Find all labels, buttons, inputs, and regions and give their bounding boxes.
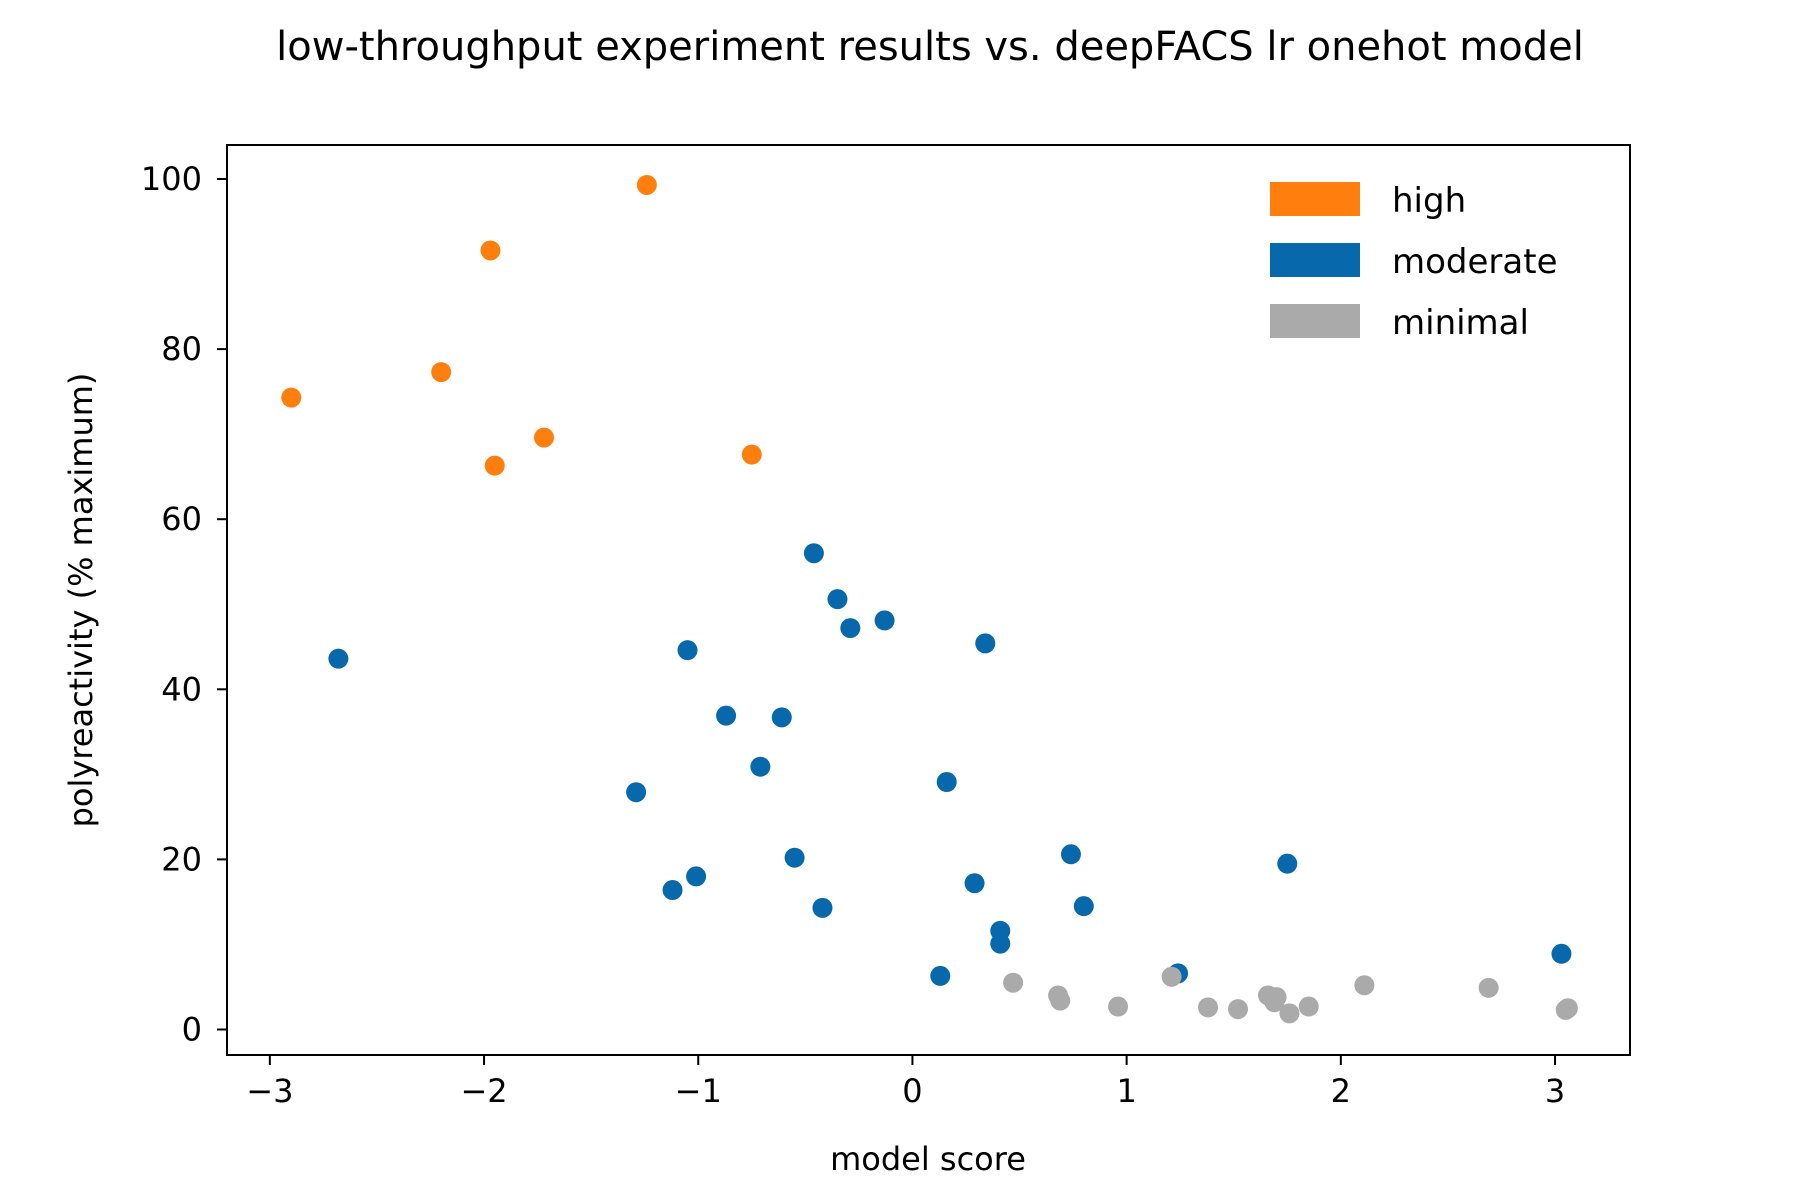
point-minimal-3	[1108, 996, 1129, 1017]
point-minimal-15	[1555, 999, 1576, 1020]
legend-label-high: high	[1392, 181, 1466, 221]
point-moderate-4	[686, 866, 707, 887]
point-moderate-10	[812, 897, 833, 918]
y-tick-label: 0	[182, 1010, 202, 1048]
point-moderate-23	[1277, 853, 1298, 874]
point-high-4	[534, 427, 555, 448]
point-minimal-10	[1279, 1003, 1300, 1024]
point-high-2	[480, 240, 501, 261]
point-minimal-2	[1050, 990, 1071, 1011]
point-moderate-1	[626, 782, 647, 803]
x-tick-label: −2	[460, 1072, 507, 1110]
point-minimal-9	[1264, 992, 1285, 1013]
point-high-6	[741, 444, 762, 465]
data-points	[281, 174, 1578, 1024]
y-tick-label: 20	[161, 840, 202, 878]
point-moderate-14	[930, 965, 951, 986]
y-tick-label: 40	[161, 670, 202, 708]
point-moderate-6	[750, 756, 771, 777]
point-high-3	[484, 455, 505, 476]
point-moderate-3	[677, 640, 698, 661]
y-tick-label: 100	[141, 160, 202, 198]
x-tick-label: 2	[1331, 1072, 1351, 1110]
x-axis-ticks: −3 −2 −1 0 1 2 3	[246, 1055, 1565, 1110]
point-moderate-11	[827, 589, 848, 610]
point-minimal-6	[1228, 999, 1249, 1020]
point-moderate-21	[1073, 896, 1094, 917]
plot-frame	[226, 144, 1631, 1056]
point-moderate-0	[328, 648, 349, 669]
point-moderate-5	[716, 705, 737, 726]
point-moderate-9	[803, 543, 824, 564]
x-tick-label: 0	[902, 1072, 922, 1110]
point-moderate-15	[936, 772, 957, 792]
point-moderate-24	[1551, 943, 1572, 964]
legend-swatch-high	[1270, 182, 1360, 216]
x-tick-label: 3	[1545, 1072, 1565, 1110]
point-moderate-16	[964, 873, 985, 894]
y-tick-label: 60	[161, 500, 202, 538]
point-minimal-5	[1198, 997, 1219, 1018]
x-tick-label: 1	[1116, 1072, 1136, 1110]
point-moderate-2	[662, 880, 683, 901]
point-high-5	[636, 174, 657, 195]
chart-title: low-throughput experiment results vs. de…	[276, 24, 1584, 70]
point-minimal-4	[1161, 966, 1182, 987]
legend-label-moderate: moderate	[1392, 242, 1557, 282]
point-minimal-13	[1478, 977, 1499, 998]
x-tick-label: −3	[246, 1072, 293, 1110]
legend-swatch-moderate	[1270, 243, 1360, 277]
legend-swatch-minimal	[1270, 304, 1360, 338]
point-high-1	[431, 362, 452, 383]
legend: high moderate minimal	[1270, 181, 1557, 343]
point-minimal-11	[1298, 996, 1319, 1017]
point-high-0	[281, 387, 302, 408]
point-moderate-12	[840, 618, 861, 639]
point-moderate-17	[975, 633, 996, 654]
point-moderate-8	[784, 847, 805, 868]
point-moderate-13	[874, 610, 895, 631]
point-moderate-20	[1060, 844, 1081, 865]
point-minimal-12	[1354, 975, 1375, 996]
x-axis-label: model score	[830, 1140, 1026, 1178]
y-axis-ticks: 0 20 40 60 80 100	[141, 160, 227, 1048]
point-moderate-7	[771, 707, 792, 728]
y-tick-label: 80	[161, 330, 202, 368]
point-minimal-0	[1003, 972, 1024, 993]
y-axis-label: polyreactivity (% maximum)	[62, 373, 100, 828]
legend-label-minimal: minimal	[1392, 303, 1529, 343]
point-moderate-19	[990, 933, 1011, 954]
x-tick-label: −1	[675, 1072, 722, 1110]
